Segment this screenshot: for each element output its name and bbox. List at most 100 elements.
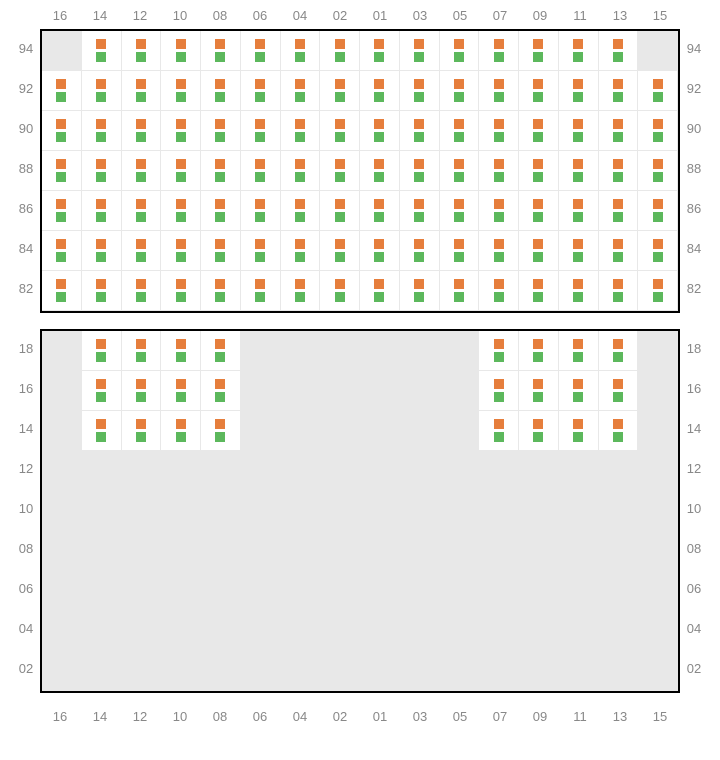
seat-cell-active[interactable] (320, 271, 360, 311)
seat-cell-active[interactable] (360, 31, 400, 71)
seat-cell-active[interactable] (161, 331, 201, 371)
seat-cell-active[interactable] (559, 271, 599, 311)
seat-cell-active[interactable] (122, 271, 162, 311)
seat-cell-active[interactable] (82, 111, 122, 151)
seat-cell-active[interactable] (281, 71, 321, 111)
seat-cell-active[interactable] (400, 271, 440, 311)
seat-cell-active[interactable] (201, 151, 241, 191)
seat-cell-active[interactable] (440, 231, 480, 271)
seat-cell-active[interactable] (479, 191, 519, 231)
seat-cell-active[interactable] (281, 271, 321, 311)
seat-cell-active[interactable] (519, 371, 559, 411)
seat-cell-active[interactable] (161, 31, 201, 71)
seat-cell-active[interactable] (201, 71, 241, 111)
seat-cell-active[interactable] (201, 331, 241, 371)
seat-cell-active[interactable] (440, 111, 480, 151)
seat-cell-active[interactable] (161, 271, 201, 311)
seat-cell-active[interactable] (82, 411, 122, 451)
seat-cell-active[interactable] (479, 231, 519, 271)
seat-cell-active[interactable] (599, 371, 639, 411)
seat-cell-active[interactable] (241, 191, 281, 231)
seat-cell-active[interactable] (638, 191, 678, 231)
seat-cell-active[interactable] (320, 111, 360, 151)
seat-cell-active[interactable] (400, 231, 440, 271)
seat-cell-active[interactable] (559, 331, 599, 371)
seat-cell-active[interactable] (360, 271, 400, 311)
seat-cell-active[interactable] (440, 191, 480, 231)
seat-cell-active[interactable] (161, 191, 201, 231)
seat-cell-active[interactable] (42, 71, 82, 111)
seat-cell-active[interactable] (320, 71, 360, 111)
seat-cell-active[interactable] (519, 231, 559, 271)
seat-cell-active[interactable] (201, 271, 241, 311)
seat-cell-active[interactable] (122, 331, 162, 371)
seat-cell-active[interactable] (201, 231, 241, 271)
seat-cell-active[interactable] (599, 111, 639, 151)
seat-cell-active[interactable] (42, 191, 82, 231)
seat-cell-active[interactable] (241, 111, 281, 151)
seat-cell-active[interactable] (360, 231, 400, 271)
seat-cell-active[interactable] (559, 151, 599, 191)
seat-cell-active[interactable] (599, 31, 639, 71)
seat-cell-active[interactable] (400, 151, 440, 191)
seat-cell-active[interactable] (479, 331, 519, 371)
seat-cell-active[interactable] (400, 71, 440, 111)
seat-cell-active[interactable] (638, 151, 678, 191)
seat-cell-active[interactable] (599, 71, 639, 111)
seat-cell-active[interactable] (82, 31, 122, 71)
seat-cell-active[interactable] (599, 331, 639, 371)
seat-cell-active[interactable] (82, 151, 122, 191)
seat-cell-active[interactable] (479, 271, 519, 311)
seat-cell-active[interactable] (122, 151, 162, 191)
seat-cell-active[interactable] (400, 191, 440, 231)
seat-cell-active[interactable] (400, 111, 440, 151)
seat-cell-active[interactable] (161, 231, 201, 271)
seat-cell-active[interactable] (479, 71, 519, 111)
seat-cell-active[interactable] (320, 191, 360, 231)
seat-cell-active[interactable] (281, 191, 321, 231)
seat-cell-active[interactable] (201, 371, 241, 411)
seat-cell-active[interactable] (320, 231, 360, 271)
seat-cell-active[interactable] (320, 31, 360, 71)
seat-cell-active[interactable] (559, 371, 599, 411)
seat-cell-active[interactable] (519, 111, 559, 151)
seat-cell-active[interactable] (479, 411, 519, 451)
seat-cell-active[interactable] (122, 31, 162, 71)
seat-cell-active[interactable] (281, 111, 321, 151)
seat-cell-active[interactable] (241, 71, 281, 111)
seat-cell-active[interactable] (599, 191, 639, 231)
seat-cell-active[interactable] (201, 191, 241, 231)
seat-cell-active[interactable] (82, 71, 122, 111)
seat-cell-active[interactable] (599, 151, 639, 191)
seat-cell-active[interactable] (479, 31, 519, 71)
seat-cell-active[interactable] (161, 71, 201, 111)
seat-cell-active[interactable] (360, 191, 400, 231)
seat-cell-active[interactable] (82, 191, 122, 231)
seat-cell-active[interactable] (519, 271, 559, 311)
seat-cell-active[interactable] (519, 31, 559, 71)
seat-cell-active[interactable] (440, 271, 480, 311)
seat-cell-active[interactable] (42, 151, 82, 191)
seat-cell-active[interactable] (241, 271, 281, 311)
seat-cell-active[interactable] (241, 151, 281, 191)
seat-cell-active[interactable] (82, 371, 122, 411)
seat-cell-active[interactable] (638, 271, 678, 311)
seat-cell-active[interactable] (161, 151, 201, 191)
seat-cell-active[interactable] (82, 271, 122, 311)
seat-cell-active[interactable] (82, 331, 122, 371)
seat-cell-active[interactable] (241, 31, 281, 71)
seat-cell-active[interactable] (519, 151, 559, 191)
seat-cell-active[interactable] (161, 371, 201, 411)
seat-cell-active[interactable] (281, 31, 321, 71)
seat-cell-active[interactable] (241, 231, 281, 271)
seat-cell-active[interactable] (360, 111, 400, 151)
seat-cell-active[interactable] (559, 31, 599, 71)
seat-cell-active[interactable] (122, 71, 162, 111)
seat-cell-active[interactable] (122, 371, 162, 411)
seat-cell-active[interactable] (281, 151, 321, 191)
seat-cell-active[interactable] (122, 191, 162, 231)
seat-cell-active[interactable] (440, 71, 480, 111)
seat-cell-active[interactable] (599, 411, 639, 451)
seat-cell-active[interactable] (161, 411, 201, 451)
seat-cell-active[interactable] (320, 151, 360, 191)
